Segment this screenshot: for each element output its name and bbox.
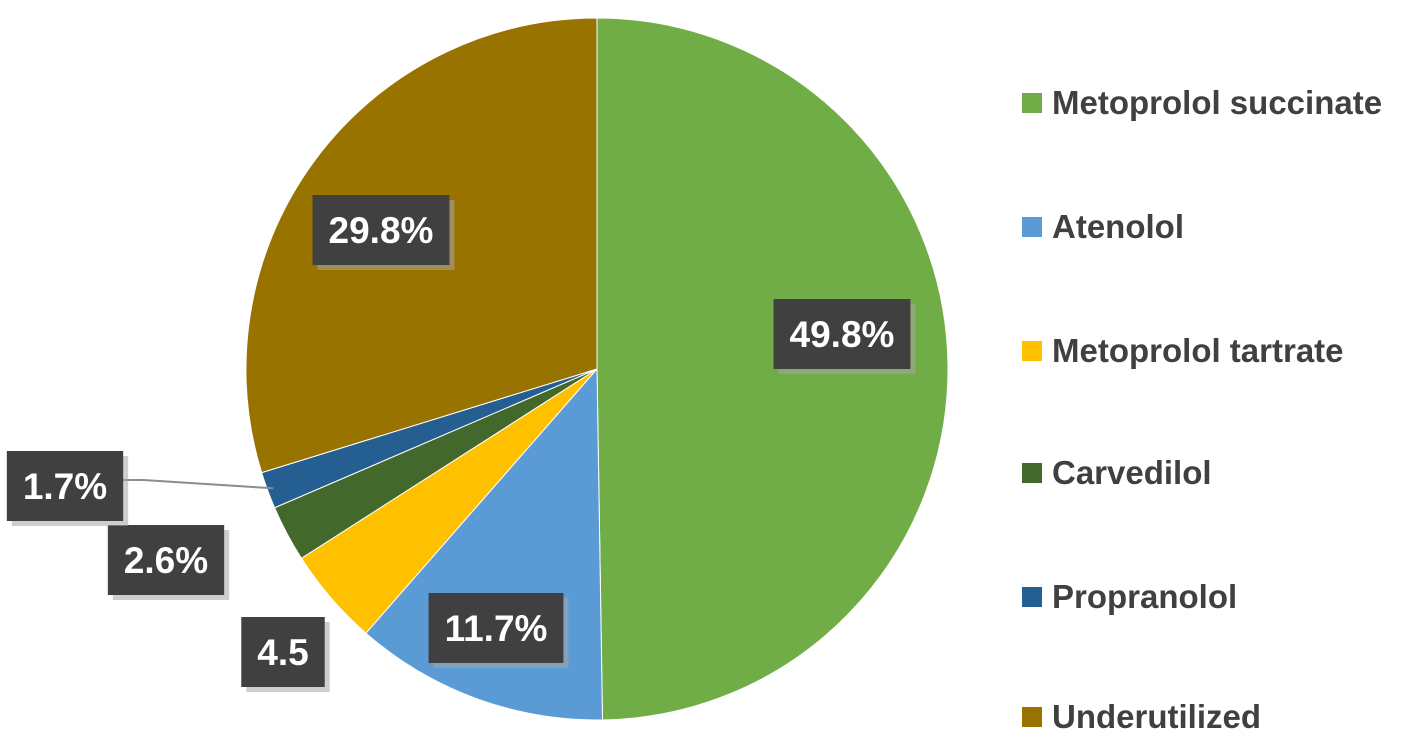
legend-item-atenolol: Atenolol [1022, 202, 1184, 252]
data-labels: 49.8% 11.7% 4.5 2.6% 1.7% 29.8% [6, 195, 916, 692]
data-label-box [107, 525, 225, 595]
data-label-box [6, 451, 124, 521]
legend-item-metoprolol-tartrate: Metoprolol tartrate [1022, 326, 1344, 376]
legend-swatch [1022, 463, 1042, 483]
data-label-atenolol: 11.7% [428, 593, 569, 668]
legend-item-propranolol: Propranolol [1022, 572, 1237, 622]
legend-label: Metoprolol tartrate [1052, 332, 1344, 369]
data-label-text: 29.8% [329, 210, 434, 251]
legend-swatch [1022, 587, 1042, 607]
data-label-propranolol: 1.7% [6, 451, 129, 526]
legend-swatch [1022, 707, 1042, 727]
legend-label: Propranolol [1052, 578, 1238, 615]
data-label-box [241, 617, 325, 687]
leader-lines [123, 479, 274, 490]
legend-swatch [1022, 341, 1042, 361]
legend-label: Carvedilol [1052, 454, 1212, 491]
data-label-box [428, 593, 564, 663]
data-label-underutilized: 29.8% [312, 195, 455, 270]
legend-item-underutilized: Underutilized [1022, 692, 1261, 742]
data-label-box [773, 299, 911, 369]
legend-swatch [1022, 93, 1042, 113]
data-label-text: 49.8% [790, 314, 895, 355]
data-label-carvedilol: 2.6% [107, 525, 230, 600]
legend-item-metoprolol-succinate: Metoprolol succinate [1022, 78, 1382, 128]
data-label-text: 11.7% [445, 608, 548, 649]
pie-slice-metoprolol-succinate [596, 17, 949, 721]
legend-label: Underutilized [1052, 698, 1262, 735]
legend-label: Atenolol [1052, 208, 1184, 245]
data-label-text: 2.6% [124, 540, 208, 581]
legend-label: Metoprolol succinate [1052, 84, 1383, 121]
data-label-metoprolol-succinate: 49.8% [773, 299, 916, 374]
data-label-text: 1.7% [23, 466, 107, 507]
legend-swatch [1022, 217, 1042, 237]
legend-item-carvedilol: Carvedilol [1022, 448, 1212, 498]
data-label-metoprolol-tartrate: 4.5 [241, 617, 330, 692]
data-label-box [312, 195, 450, 265]
data-label-text: 4.5 [257, 632, 308, 673]
leader-line-propranolol [123, 479, 274, 490]
